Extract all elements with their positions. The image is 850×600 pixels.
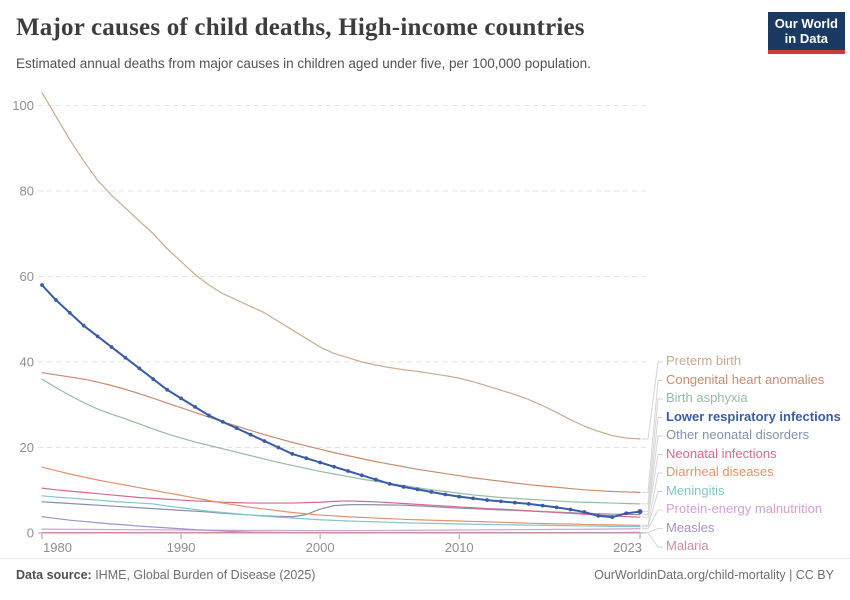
data-point-marker (499, 499, 503, 504)
data-point-marker (262, 439, 267, 443)
data-point-marker (471, 496, 476, 501)
line-chart: 0 20 40 60 80 100 1980 1990 2000 2010 2023 (12, 92, 663, 555)
x-tick-label: 1980 (43, 540, 72, 555)
y-tick-label: 40 (20, 355, 34, 370)
x-tick-label: 1990 (167, 540, 196, 555)
data-point-marker (290, 452, 295, 456)
data-point-marker (234, 426, 239, 431)
y-tick-label: 80 (20, 184, 34, 199)
data-source: Data source: IHME, Global Burden of Dise… (16, 568, 315, 582)
data-point-marker (304, 456, 309, 461)
series-line-meningitis[interactable] (41, 495, 641, 528)
data-point-marker (387, 481, 392, 486)
data-point-marker (220, 419, 225, 424)
data-point-marker (596, 514, 601, 518)
y-tick-label: 100 (12, 98, 34, 113)
data-point-marker (151, 377, 156, 381)
legend-item-measles[interactable]: Measles (666, 519, 715, 535)
data-point-marker (373, 477, 378, 482)
credit-link[interactable]: OurWorldinData.org/child-mortality | CC … (594, 568, 834, 582)
data-point-marker (206, 413, 211, 418)
series-line-congenital-heart-anomalies[interactable] (41, 372, 641, 493)
data-point-marker (248, 432, 253, 437)
data-point-marker (610, 515, 615, 520)
data-point-marker (276, 445, 281, 450)
data-source-value: IHME, Global Burden of Disease (2025) (91, 568, 316, 582)
footer-divider (0, 558, 850, 559)
legend-connector-diarrheal-diseases (642, 472, 663, 526)
data-point-marker (179, 396, 183, 401)
legend-connector-protein-energy-malnutrition (642, 509, 663, 530)
chart-subtitle: Estimated annual deaths from major cause… (16, 56, 591, 71)
data-point-marker (95, 334, 100, 339)
legend-connector-preterm-birth (642, 361, 663, 440)
data-point-marker (123, 355, 128, 360)
series-line-protein-energy-malnutrition[interactable] (41, 528, 641, 532)
data-point-marker (165, 387, 170, 392)
series-line-birth-asphyxia[interactable] (41, 378, 641, 505)
data-point-marker (512, 500, 517, 505)
legend-connector-malaria (642, 532, 663, 548)
x-tick-label: 2010 (445, 540, 474, 555)
data-point-marker (624, 511, 628, 516)
data-point-marker (554, 505, 559, 510)
legend-connector-other-neonatal-disorders (642, 435, 663, 516)
data-point-marker (318, 460, 323, 465)
data-point-marker (359, 473, 364, 478)
series-line-preterm-birth[interactable] (41, 92, 641, 440)
y-tick-label: 0 (27, 526, 34, 541)
data-point-marker (540, 503, 545, 508)
legend-connector-birth-asphyxia (642, 398, 663, 505)
data-point-marker (401, 484, 406, 489)
owid-logo-line1: Our World (774, 16, 838, 31)
data-point-marker (568, 507, 573, 512)
legend-connector-meningitis (642, 491, 663, 528)
data-point-marker (485, 498, 489, 502)
y-tick-label: 20 (20, 440, 34, 455)
legend-item-birth-asphyxia[interactable]: Birth asphyxia (666, 390, 748, 405)
x-tick-label: 2000 (306, 540, 335, 555)
data-point-marker (332, 464, 336, 469)
data-source-label: Data source: (16, 568, 92, 582)
data-point-marker (109, 345, 114, 349)
x-tick-label: 2023 (613, 540, 642, 555)
owid-logo[interactable]: Our World in Data (767, 12, 845, 54)
data-point-marker (443, 492, 448, 497)
legend-connector-neonatal-infections (642, 454, 663, 518)
data-point-marker (137, 366, 142, 371)
legend-item-lower-respiratory-infections[interactable]: Lower respiratory infections (666, 408, 841, 424)
legend-item-meningitis[interactable]: Meningitis (666, 482, 725, 498)
data-point-marker (457, 494, 462, 499)
legend-item-other-neonatal-disorders[interactable]: Other neonatal disorders (666, 427, 810, 442)
legend-item-malaria[interactable]: Malaria (666, 538, 709, 553)
data-point-marker (582, 510, 587, 514)
legend-connector-lower-respiratory-infections (642, 417, 663, 513)
y-tick-label: 60 (20, 269, 34, 284)
owid-logo-line2: in Data (784, 30, 829, 46)
legend-connector-congenital-heart-anomalies (642, 380, 663, 493)
series-line-neonatal-infections[interactable] (41, 487, 641, 518)
data-point-marker (54, 298, 58, 302)
legend-item-neonatal-infections[interactable]: Neonatal infections (666, 445, 777, 461)
series-line-diarrheal-diseases[interactable] (41, 466, 641, 526)
data-point-marker (637, 509, 643, 515)
series-line-other-neonatal-disorders[interactable] (41, 501, 641, 518)
data-point-marker (429, 490, 434, 494)
chart-footer: Data source: IHME, Global Burden of Dise… (16, 568, 834, 582)
legend-item-congenital-heart-anomalies[interactable]: Congenital heart anomalies (666, 371, 825, 387)
legend-item-preterm-birth[interactable]: Preterm birth (666, 353, 742, 368)
data-point-marker (67, 310, 72, 315)
data-point-marker (526, 502, 531, 506)
legend-item-diarrheal-diseases[interactable]: Diarrheal diseases (666, 464, 774, 479)
legend-item-protein-energy-malnutrition[interactable]: Protein-energy malnutrition (666, 501, 823, 516)
page-title: Major causes of child deaths, High-incom… (16, 14, 585, 41)
series-line-lower-respiratory-infections[interactable] (41, 284, 641, 519)
data-point-marker (81, 323, 86, 328)
data-point-marker (346, 469, 350, 473)
data-point-marker (40, 283, 44, 287)
data-point-marker (193, 404, 197, 409)
data-point-marker (415, 487, 420, 492)
